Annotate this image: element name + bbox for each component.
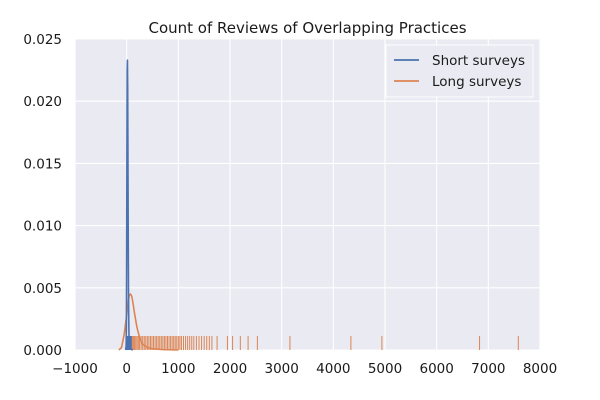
- x-tick-label: 4000: [316, 361, 350, 377]
- x-tick-label: 1000: [161, 361, 195, 377]
- x-tick-label: 2000: [213, 361, 247, 377]
- x-tick-label: −1000: [52, 361, 98, 377]
- x-tick-label: 0: [122, 361, 131, 377]
- y-axis: 0.000 0.005 0.010 0.015 0.020 0.025: [23, 32, 62, 359]
- x-tick-label: 6000: [419, 361, 453, 377]
- x-tick-label: 7000: [471, 361, 505, 377]
- x-tick-label: 8000: [523, 361, 557, 377]
- legend-box: [385, 44, 534, 98]
- y-tick-label: 0.020: [23, 94, 62, 110]
- y-tick-label: 0.005: [23, 281, 62, 297]
- density-lines: [118, 59, 179, 351]
- legend: Short surveys Long surveys: [385, 44, 534, 98]
- legend-label: Short surveys: [432, 53, 525, 69]
- legend-label: Long surveys: [432, 74, 521, 90]
- y-tick-label: 0.010: [23, 219, 62, 235]
- chart-title: Count of Reviews of Overlapping Practice…: [148, 19, 466, 37]
- y-tick-label: 0.025: [23, 32, 62, 48]
- x-axis: −1000 0 1000 2000 3000 4000 5000 6000 7000 8000: [52, 361, 557, 377]
- density-line: [124, 59, 134, 351]
- y-tick-label: 0.000: [23, 343, 62, 359]
- x-tick-label: 3000: [264, 361, 298, 377]
- x-tick-label: 5000: [368, 361, 402, 377]
- y-tick-label: 0.015: [23, 156, 62, 172]
